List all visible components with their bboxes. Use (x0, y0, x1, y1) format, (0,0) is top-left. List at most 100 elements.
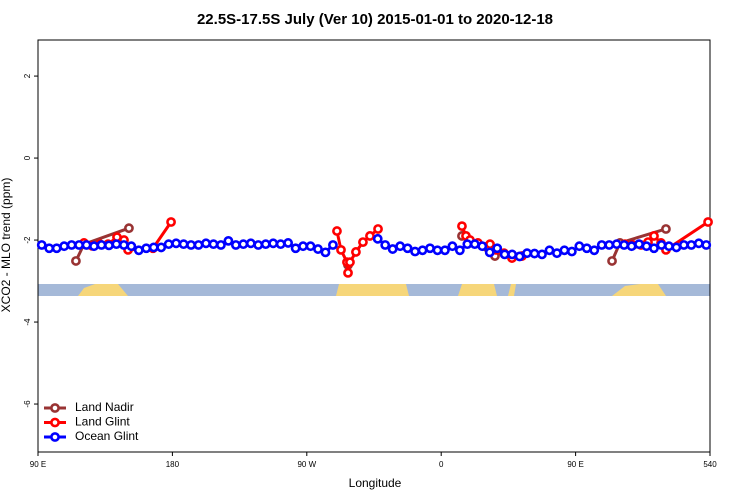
data-point (661, 224, 671, 234)
data-point (104, 240, 114, 251)
y-tick-label: -6 (23, 400, 32, 408)
land-strip (612, 284, 666, 296)
data-point (693, 238, 704, 249)
x-tick-label: 90 E (567, 460, 583, 469)
land-strip (78, 284, 128, 296)
y-tick-label: -4 (23, 318, 32, 326)
data-point (559, 245, 570, 256)
data-point (126, 241, 137, 252)
legend-label: Ocean Glint (75, 429, 139, 443)
data-point (454, 245, 465, 256)
data-point (283, 238, 294, 248)
data-point (51, 243, 62, 254)
data-point (387, 244, 398, 254)
data-point (671, 242, 682, 253)
legend-marker (50, 432, 60, 442)
data-point (380, 240, 391, 250)
data-point (245, 238, 256, 249)
data-point (410, 246, 420, 257)
legend-marker (50, 417, 60, 428)
data-point (253, 240, 264, 250)
data-point (574, 241, 585, 252)
data-point (365, 231, 375, 241)
data-point (402, 243, 413, 254)
data-point (514, 251, 525, 262)
land-strip (508, 284, 516, 296)
data-point (469, 239, 480, 250)
data-point (89, 241, 99, 252)
data-point (268, 238, 279, 249)
data-point (395, 241, 406, 252)
data-point (81, 240, 92, 250)
data-point (320, 247, 331, 258)
data-point (607, 256, 617, 266)
y-axis-label: XCO2 - MLO trend (ppm) (0, 178, 13, 313)
data-point (604, 240, 615, 250)
data-point (649, 243, 659, 254)
data-point (656, 240, 667, 250)
data-point (166, 217, 176, 227)
data-point (290, 243, 301, 254)
data-point (275, 239, 286, 250)
y-tick-label: 2 (23, 73, 32, 78)
data-point (345, 257, 355, 268)
data-point (186, 240, 196, 250)
land-strip (458, 284, 497, 296)
data-point (305, 241, 316, 252)
data-point (313, 244, 323, 254)
data-point (351, 247, 361, 257)
data-point (552, 248, 562, 259)
data-point (432, 245, 443, 256)
data-point (216, 240, 226, 250)
data-point (156, 242, 167, 253)
land-ocean-mask (38, 284, 710, 296)
land-strip (336, 284, 409, 296)
legend-label: Land Nadir (75, 400, 134, 414)
x-tick-label: 180 (166, 460, 180, 469)
data-point (96, 240, 107, 250)
data-point (111, 239, 122, 250)
data-point (581, 243, 592, 254)
x-tick-label: 0 (439, 460, 444, 469)
data-point (148, 242, 159, 253)
data-point (171, 238, 182, 249)
data-point (484, 247, 495, 258)
data-point (701, 240, 712, 250)
x-tick-label: 90 W (297, 460, 316, 469)
data-point (678, 240, 689, 250)
data-point (596, 240, 607, 250)
x-axis-label: Longitude (349, 476, 402, 490)
data-point (440, 245, 450, 256)
data-point (71, 256, 81, 266)
data-point (492, 243, 503, 254)
data-point (230, 240, 241, 250)
y-tick-label: -2 (23, 236, 32, 244)
legend-marker (50, 403, 60, 413)
data-point (208, 239, 219, 250)
data-point (589, 245, 600, 256)
data-point (619, 240, 630, 250)
data-point (462, 239, 473, 250)
data-point (566, 246, 577, 257)
data-point (686, 240, 697, 250)
legend-label: Land Glint (75, 415, 130, 429)
data-point (499, 249, 510, 260)
data-point (44, 243, 55, 254)
data-point (66, 240, 77, 250)
data-point (372, 233, 383, 244)
data-point (336, 244, 346, 255)
y-tick-label: 0 (23, 155, 32, 160)
data-point (163, 239, 174, 250)
data-point (649, 231, 659, 241)
data-point (522, 248, 532, 259)
x-tick-label: 540 (703, 460, 717, 469)
data-point (74, 240, 84, 250)
data-point (133, 245, 144, 256)
data-point (59, 241, 70, 252)
data-point (124, 223, 134, 234)
data-point (417, 245, 428, 256)
data-point (223, 235, 234, 246)
data-point (193, 240, 204, 250)
